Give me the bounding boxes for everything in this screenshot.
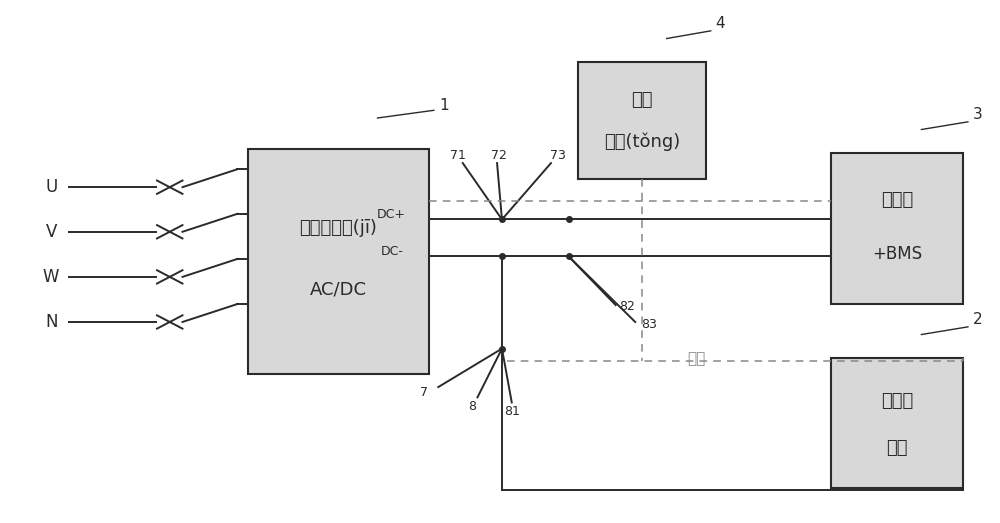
Text: 通信: 通信 (687, 351, 705, 367)
Text: 系統(tǒng): 系統(tǒng) (604, 133, 680, 151)
Text: 控制: 控制 (631, 91, 653, 109)
Bar (831, 153, 963, 304)
Text: 71: 71 (450, 149, 466, 162)
Text: 8: 8 (469, 400, 477, 413)
Text: 73: 73 (550, 149, 566, 162)
Text: 81: 81 (504, 405, 520, 418)
Bar (578, 62, 706, 179)
Text: 4: 4 (716, 16, 725, 31)
Bar (248, 149, 429, 374)
Text: DC+: DC+ (377, 208, 406, 221)
Text: +BMS: +BMS (872, 245, 922, 263)
Text: 電池組: 電池組 (881, 191, 913, 209)
Text: U: U (45, 178, 57, 196)
Text: 電樁: 電樁 (886, 439, 908, 457)
Bar (831, 358, 963, 488)
Text: 1: 1 (439, 98, 448, 112)
Text: 83: 83 (641, 317, 657, 331)
Text: 直流充電機(jī): 直流充電機(jī) (299, 219, 377, 237)
Text: 2: 2 (973, 312, 983, 327)
Text: 82: 82 (619, 300, 635, 313)
Text: 3: 3 (973, 107, 983, 122)
Text: 直流充: 直流充 (881, 392, 913, 411)
Text: W: W (43, 268, 59, 286)
Text: 72: 72 (491, 149, 507, 162)
Text: AC/DC: AC/DC (310, 281, 367, 299)
Text: 7: 7 (420, 386, 428, 399)
Text: N: N (45, 313, 57, 331)
Text: V: V (45, 223, 57, 241)
Text: DC-: DC- (380, 245, 403, 258)
